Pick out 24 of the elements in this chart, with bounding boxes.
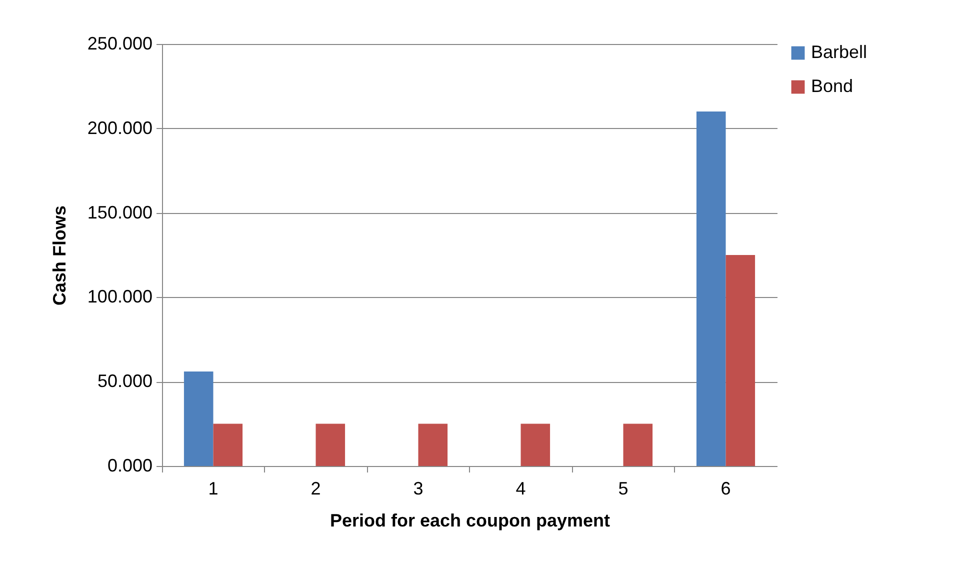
bar <box>520 424 550 466</box>
x-tick-label: 2 <box>310 478 321 498</box>
x-tick-label: 6 <box>720 478 731 498</box>
bar <box>316 424 346 466</box>
y-tick-label: 100.000 <box>87 286 152 307</box>
y-axis-title: Cash Flows <box>49 205 70 306</box>
x-tick-label: 1 <box>208 478 218 498</box>
bar <box>696 112 726 466</box>
bar <box>418 424 448 466</box>
y-tick-label: 150.000 <box>87 202 152 222</box>
x-tick-label: 4 <box>516 478 526 498</box>
y-tick-label: 200.000 <box>87 118 152 138</box>
legend-label: Bond <box>811 76 854 96</box>
bar <box>184 371 214 466</box>
bar <box>726 255 756 466</box>
x-tick-label: 5 <box>618 478 628 498</box>
x-tick-label: 3 <box>413 478 424 498</box>
y-tick-label: 250.000 <box>87 34 152 54</box>
bar <box>213 424 243 466</box>
y-tick-label: 0.000 <box>107 456 152 476</box>
y-tick-label: 50.000 <box>97 371 152 392</box>
x-axis-title: Period for each coupon payment <box>330 510 610 530</box>
bar <box>623 424 653 466</box>
legend-label: Barbell <box>811 42 868 62</box>
